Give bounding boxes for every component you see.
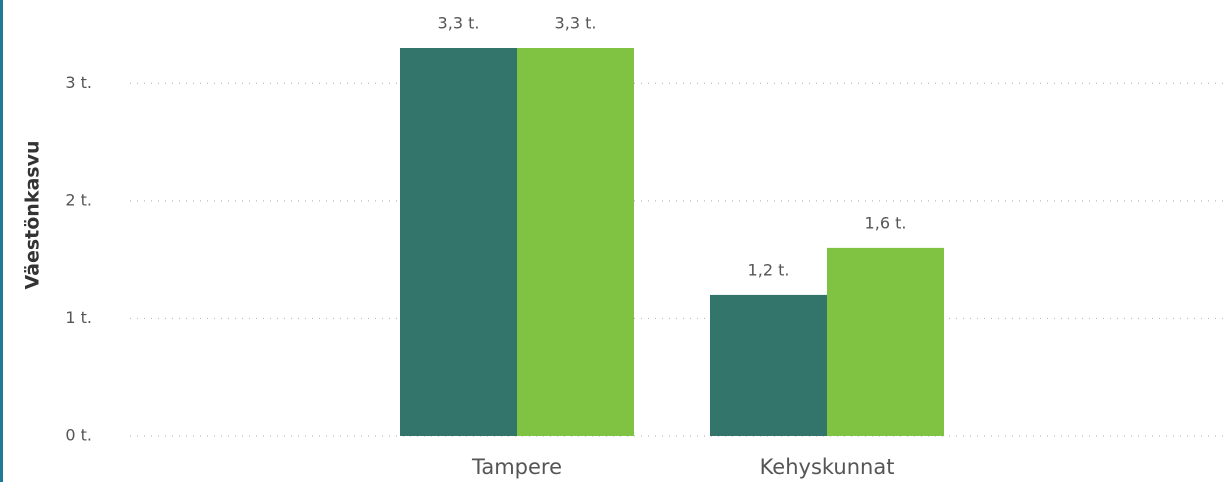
bar xyxy=(827,247,944,436)
y-tick-label: 1 t. xyxy=(65,308,92,327)
value-label: 3,3 t. xyxy=(555,14,597,33)
x-tick-label: Kehyskunnat xyxy=(760,455,895,479)
bar xyxy=(400,48,517,436)
value-label: 1,2 t. xyxy=(748,260,790,279)
y-axis-label: Väestönkasvu xyxy=(22,140,44,289)
bar xyxy=(710,294,827,436)
y-tick-label: 0 t. xyxy=(65,426,92,445)
frame-edge xyxy=(0,0,3,482)
value-label: 3,3 t. xyxy=(438,14,480,33)
bar xyxy=(517,48,634,436)
value-label: 1,6 t. xyxy=(865,213,907,232)
y-tick-label: 2 t. xyxy=(65,190,92,209)
y-tick-label: 3 t. xyxy=(65,73,92,92)
x-tick-label: Tampere xyxy=(471,455,562,479)
